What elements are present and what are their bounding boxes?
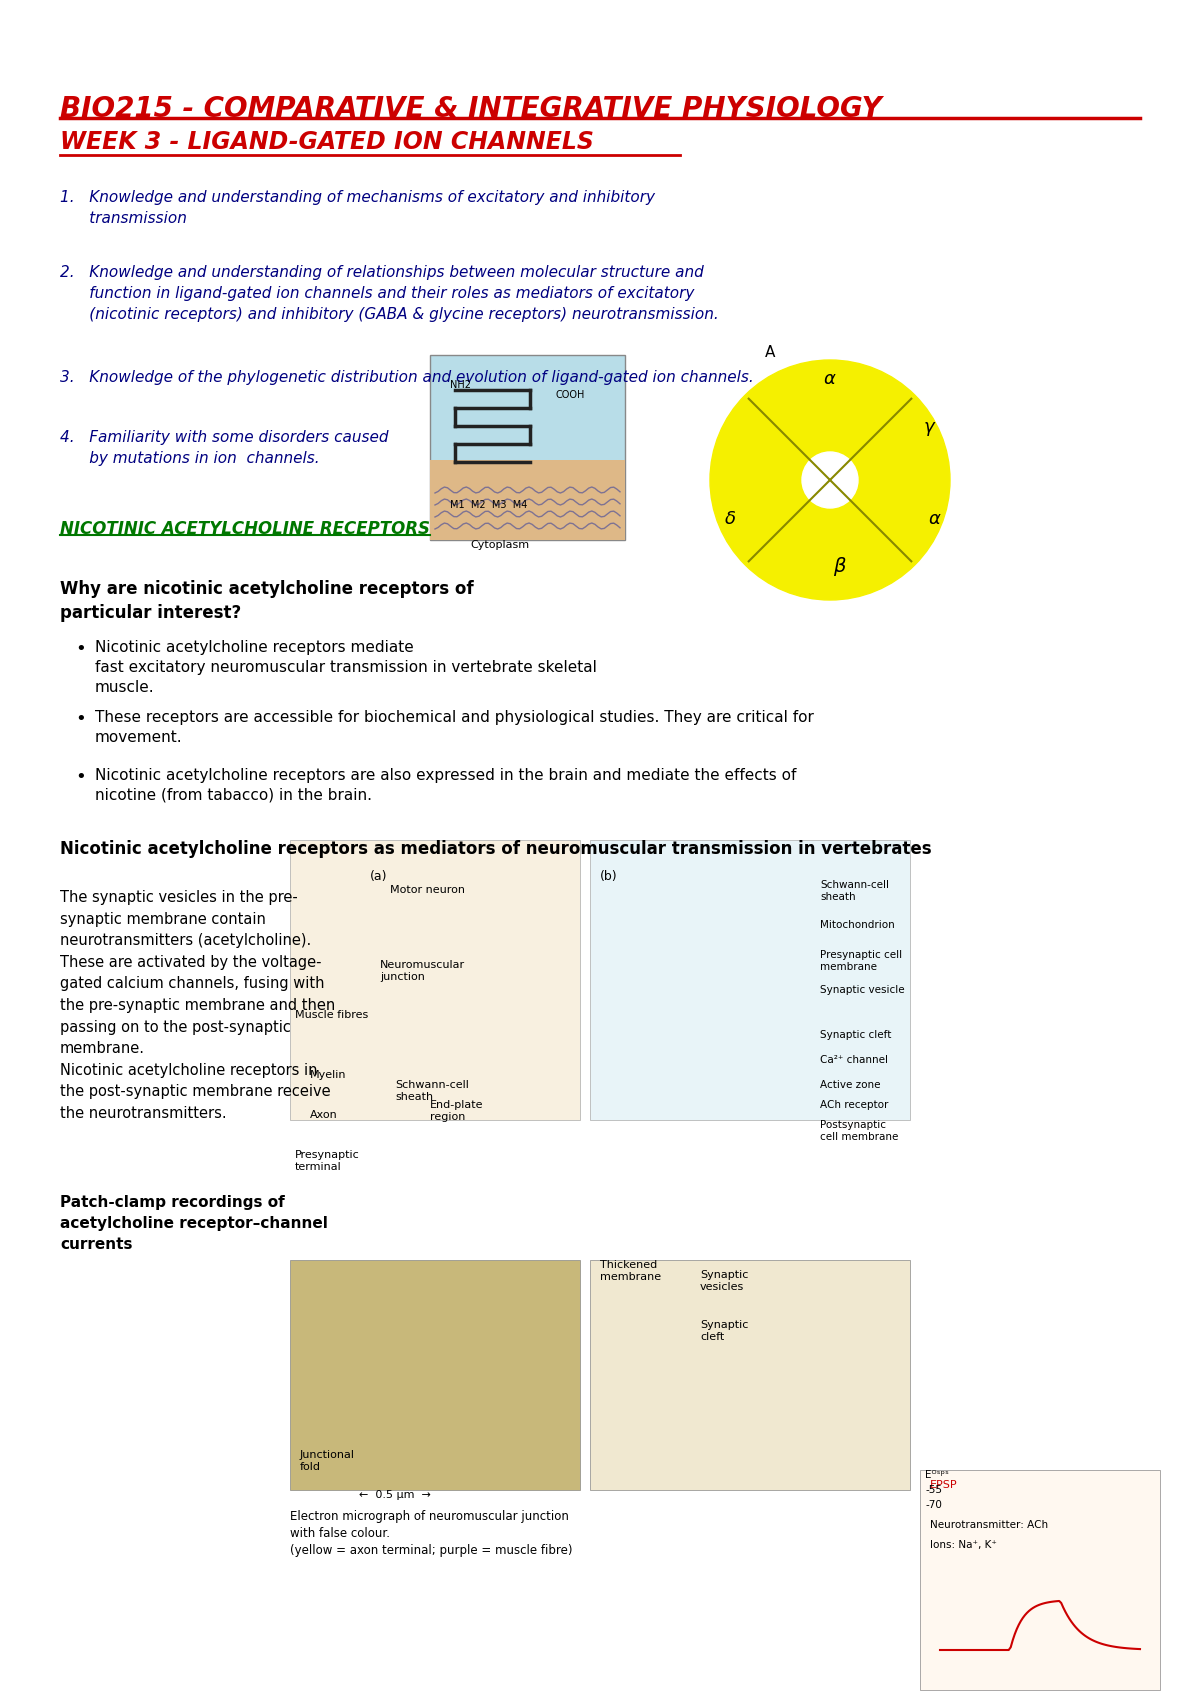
Text: Axon: Axon — [310, 1110, 337, 1121]
Text: Schwann-cell
sheath: Schwann-cell sheath — [395, 1080, 469, 1102]
FancyBboxPatch shape — [590, 1260, 910, 1491]
Text: Neurotransmitter: ACh: Neurotransmitter: ACh — [930, 1520, 1048, 1530]
Text: Motor neuron: Motor neuron — [390, 885, 466, 895]
Text: 2.   Knowledge and understanding of relationships between molecular structure an: 2. Knowledge and understanding of relati… — [60, 265, 719, 323]
Text: -55: -55 — [925, 1486, 942, 1494]
Text: ←  0.5 μm  →: ← 0.5 μm → — [359, 1491, 431, 1499]
FancyBboxPatch shape — [430, 460, 625, 540]
Text: COOH: COOH — [554, 391, 584, 401]
Text: Junctional
fold: Junctional fold — [300, 1450, 355, 1472]
Text: Electron micrograph of neuromuscular junction
with false colour.
(yellow = axon : Electron micrograph of neuromuscular jun… — [290, 1510, 572, 1557]
Text: Synaptic cleft: Synaptic cleft — [820, 1031, 892, 1039]
Text: 3.   Knowledge of the phylogenetic distribution and evolution of ligand-gated io: 3. Knowledge of the phylogenetic distrib… — [60, 370, 754, 385]
Text: Presynaptic
terminal: Presynaptic terminal — [295, 1150, 360, 1172]
Text: End-plate
region: End-plate region — [430, 1100, 484, 1122]
Text: Nicotinic acetylcholine receptors as mediators of neuromuscular transmission in : Nicotinic acetylcholine receptors as med… — [60, 841, 931, 857]
Text: Neuromuscular
junction: Neuromuscular junction — [380, 959, 466, 983]
Text: Muscle fibres: Muscle fibres — [295, 1010, 368, 1020]
Circle shape — [802, 452, 858, 508]
Text: Schwann-cell
sheath: Schwann-cell sheath — [820, 880, 889, 902]
Text: Cytoplasm: Cytoplasm — [470, 540, 529, 550]
Text: Ca²⁺ channel: Ca²⁺ channel — [820, 1054, 888, 1065]
Text: 4.   Familiarity with some disorders caused
      by mutations in ion  channels.: 4. Familiarity with some disorders cause… — [60, 430, 389, 465]
Text: Ions: Na⁺, K⁺: Ions: Na⁺, K⁺ — [930, 1540, 997, 1550]
Text: Postsynaptic
cell membrane: Postsynaptic cell membrane — [820, 1121, 899, 1143]
Text: Nicotinic acetylcholine receptors mediate
fast excitatory neuromuscular transmis: Nicotinic acetylcholine receptors mediat… — [95, 640, 596, 694]
Text: -70: -70 — [925, 1499, 942, 1510]
Text: $\beta$: $\beta$ — [833, 555, 847, 577]
Text: $\alpha$: $\alpha$ — [928, 509, 942, 528]
Text: •: • — [74, 767, 85, 786]
Text: Active zone: Active zone — [820, 1080, 881, 1090]
Text: (a): (a) — [370, 869, 388, 883]
FancyBboxPatch shape — [920, 1470, 1160, 1690]
Text: ACh receptor: ACh receptor — [820, 1100, 888, 1110]
FancyBboxPatch shape — [290, 841, 580, 1121]
Text: •: • — [74, 710, 85, 728]
Text: NH2: NH2 — [450, 380, 470, 391]
Text: Nicotinic acetylcholine receptors are also expressed in the brain and mediate th: Nicotinic acetylcholine receptors are al… — [95, 767, 797, 803]
Text: Presynaptic cell
membrane: Presynaptic cell membrane — [820, 949, 902, 973]
Text: Myelin: Myelin — [310, 1070, 347, 1080]
Text: (b): (b) — [600, 869, 618, 883]
Text: Synaptic vesicle: Synaptic vesicle — [820, 985, 905, 995]
FancyBboxPatch shape — [290, 1260, 580, 1491]
Text: The synaptic vesicles in the pre-
synaptic membrane contain
neurotransmitters (a: The synaptic vesicles in the pre- synapt… — [60, 890, 335, 1121]
Text: Why are nicotinic acetylcholine receptors of
particular interest?: Why are nicotinic acetylcholine receptor… — [60, 581, 474, 621]
Text: Thickened
membrane: Thickened membrane — [600, 1260, 661, 1282]
Text: •: • — [74, 640, 85, 659]
Text: M1  M2  M3  M4: M1 M2 M3 M4 — [450, 499, 527, 509]
Text: NICOTINIC ACETYLCHOLINE RECEPTORS: NICOTINIC ACETYLCHOLINE RECEPTORS — [60, 520, 430, 538]
Text: Eᴼˢᵖˢ: Eᴼˢᵖˢ — [925, 1470, 949, 1481]
FancyBboxPatch shape — [590, 841, 910, 1121]
Text: $\delta$: $\delta$ — [724, 509, 736, 528]
Circle shape — [710, 360, 950, 599]
Text: These receptors are accessible for biochemical and physiological studies. They a: These receptors are accessible for bioch… — [95, 710, 814, 745]
Text: A: A — [766, 345, 775, 360]
Text: 1.   Knowledge and understanding of mechanisms of excitatory and inhibitory
    : 1. Knowledge and understanding of mechan… — [60, 190, 655, 226]
Text: $\gamma$: $\gamma$ — [923, 419, 937, 438]
Text: $\alpha$: $\alpha$ — [823, 370, 836, 389]
Text: Mitochondrion: Mitochondrion — [820, 920, 895, 931]
Text: Synaptic
cleft: Synaptic cleft — [700, 1319, 749, 1343]
Text: Synaptic
vesicles: Synaptic vesicles — [700, 1270, 749, 1292]
FancyBboxPatch shape — [430, 355, 625, 540]
Text: WEEK 3 - LIGAND-GATED ION CHANNELS: WEEK 3 - LIGAND-GATED ION CHANNELS — [60, 131, 594, 155]
Text: EPSP: EPSP — [930, 1481, 958, 1491]
Text: BIO215 - COMPARATIVE & INTEGRATIVE PHYSIOLOGY: BIO215 - COMPARATIVE & INTEGRATIVE PHYSI… — [60, 95, 882, 122]
Text: Patch-clamp recordings of
acetylcholine receptor–channel
currents: Patch-clamp recordings of acetylcholine … — [60, 1195, 328, 1251]
